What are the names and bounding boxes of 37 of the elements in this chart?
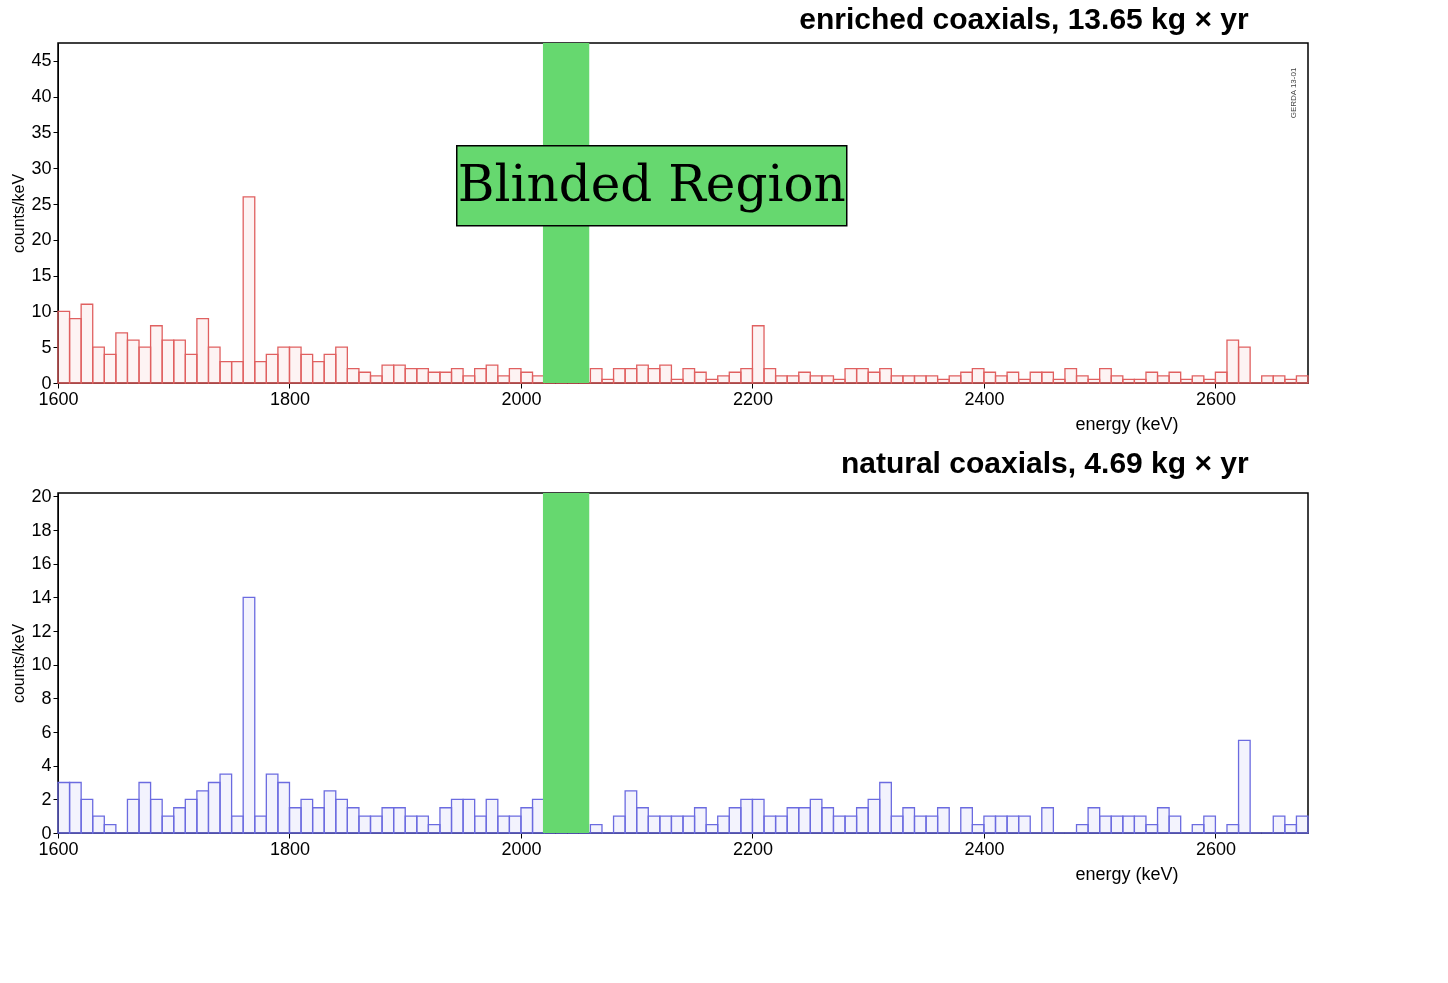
annotation: GERDA 13-01 [1289, 67, 1298, 119]
y-tick-label: 20 [31, 485, 52, 506]
x-tick-label: 2600 [1195, 838, 1236, 859]
x-tick-label: 2400 [964, 388, 1005, 409]
x-tick-label: 1800 [269, 838, 310, 859]
y-tick-label: 14 [31, 586, 52, 607]
y-tick-label: 20 [31, 229, 52, 250]
x-tick-label: 2400 [964, 838, 1005, 859]
y-tick-label: 5 [41, 336, 52, 357]
x-tick-label: 2200 [732, 838, 773, 859]
x-tick-label: 2200 [732, 388, 773, 409]
y-tick-label: 8 [41, 687, 52, 708]
x-tick-label: 2600 [1195, 388, 1236, 409]
y-tick-label: 4 [41, 755, 52, 776]
y-tick-label: 10 [31, 654, 52, 675]
y-tick-label: 25 [31, 193, 52, 214]
x-axis-title: energy (keV) [1075, 413, 1179, 434]
x-tick-label: 2000 [501, 838, 542, 859]
x-tick-label: 2000 [501, 388, 542, 409]
y-tick-label: 45 [31, 50, 52, 71]
y-tick-label: 10 [31, 300, 52, 321]
y-tick-label: 40 [31, 86, 52, 107]
y-tick-label: 12 [31, 620, 52, 641]
chart-title: natural coaxials, 4.69 kg × yr [840, 446, 1249, 480]
band-label: Blinded Region [457, 154, 846, 213]
y-tick-label: 35 [31, 121, 52, 142]
x-axis-title: energy (keV) [1075, 863, 1179, 884]
y-axis-title: counts/keV [10, 623, 28, 704]
chart-title: enriched coaxials, 13.65 kg × yr [799, 2, 1249, 35]
y-tick-label: 30 [31, 157, 52, 178]
y-axis-title: counts/keV [10, 173, 28, 254]
y-tick-label: 6 [41, 721, 52, 742]
x-tick-label: 1800 [269, 388, 310, 409]
y-tick-label: 16 [31, 553, 52, 574]
y-tick-label: 18 [31, 519, 52, 540]
y-tick-label: 2 [41, 788, 52, 809]
y-tick-label: 15 [31, 265, 52, 286]
